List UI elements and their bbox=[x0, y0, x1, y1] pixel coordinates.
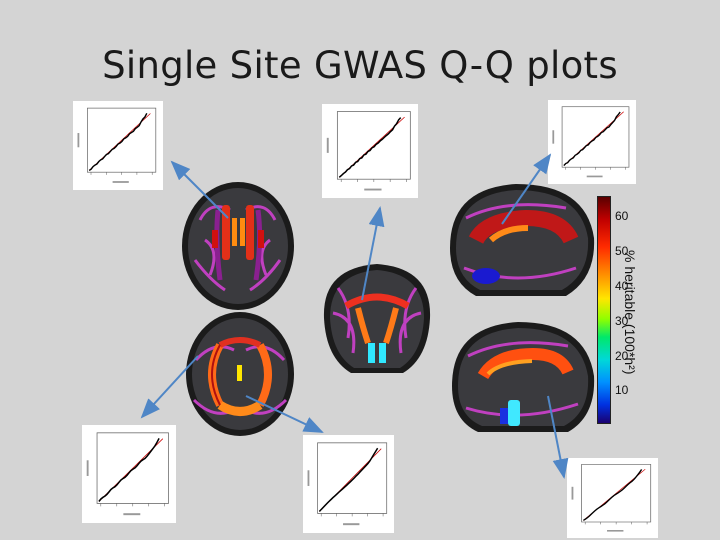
brain-axial-bottom bbox=[184, 310, 296, 438]
qq-plot-points bbox=[98, 437, 160, 502]
brain-sagittal-bottom bbox=[448, 316, 598, 438]
qq-plot-points bbox=[582, 469, 643, 521]
brain-sagittal-top bbox=[446, 178, 598, 302]
colorbar-tick-40: 40 bbox=[615, 279, 629, 293]
qq-plot-graphic bbox=[86, 432, 169, 516]
qq-plot-bottom-center bbox=[303, 435, 394, 533]
qq-plot-y-label-mark bbox=[86, 460, 89, 476]
qq-plot-y-label-mark bbox=[552, 130, 555, 144]
qq-plot-bottom-right bbox=[567, 458, 658, 538]
qq-plot-points bbox=[318, 447, 379, 512]
brain-coronal bbox=[318, 258, 436, 378]
colorbar-axis-label: % heritable (100*h²) bbox=[622, 250, 638, 375]
qq-plot-top-right bbox=[548, 100, 636, 184]
qq-plot-points bbox=[563, 111, 621, 166]
qq-plot-x-label-mark bbox=[364, 188, 382, 191]
brain-axial-top bbox=[180, 180, 296, 312]
qq-plot-x-label-mark bbox=[586, 175, 603, 178]
heritability-colorbar bbox=[597, 196, 611, 424]
qq-plot-x-label-mark bbox=[607, 530, 624, 532]
qq-plot-y-label-mark bbox=[77, 133, 80, 148]
qq-plot-graphic bbox=[326, 111, 411, 191]
qq-plot-graphic bbox=[77, 107, 157, 183]
qq-plot-frame bbox=[96, 432, 169, 504]
qq-plot-bottom-left bbox=[82, 425, 176, 523]
colorbar-tick-20: 20 bbox=[615, 349, 629, 363]
qq-plot-y-label-mark bbox=[326, 137, 329, 153]
colorbar-tick-50: 50 bbox=[615, 244, 629, 258]
qq-plot-top-center bbox=[322, 104, 418, 198]
qq-plot-y-label-mark bbox=[307, 470, 310, 486]
qq-plot-x-label-mark bbox=[112, 181, 129, 183]
qq-plot-graphic bbox=[552, 106, 630, 178]
qq-plot-points bbox=[88, 112, 148, 172]
qq-plot-x-label-mark bbox=[123, 513, 141, 516]
colorbar-tick-10: 10 bbox=[615, 383, 629, 397]
colorbar-tick-30: 30 bbox=[615, 314, 629, 328]
qq-plot-top-left bbox=[73, 101, 163, 190]
qq-plot-y-label-mark bbox=[571, 486, 574, 500]
slide-title: Single Site GWAS Q-Q plots bbox=[102, 44, 618, 87]
qq-plot-graphic bbox=[307, 442, 388, 526]
colorbar-tick-60: 60 bbox=[615, 209, 629, 223]
qq-plot-x-label-mark bbox=[343, 523, 360, 526]
qq-plot-graphic bbox=[571, 464, 652, 532]
qq-plot-points bbox=[338, 117, 402, 178]
